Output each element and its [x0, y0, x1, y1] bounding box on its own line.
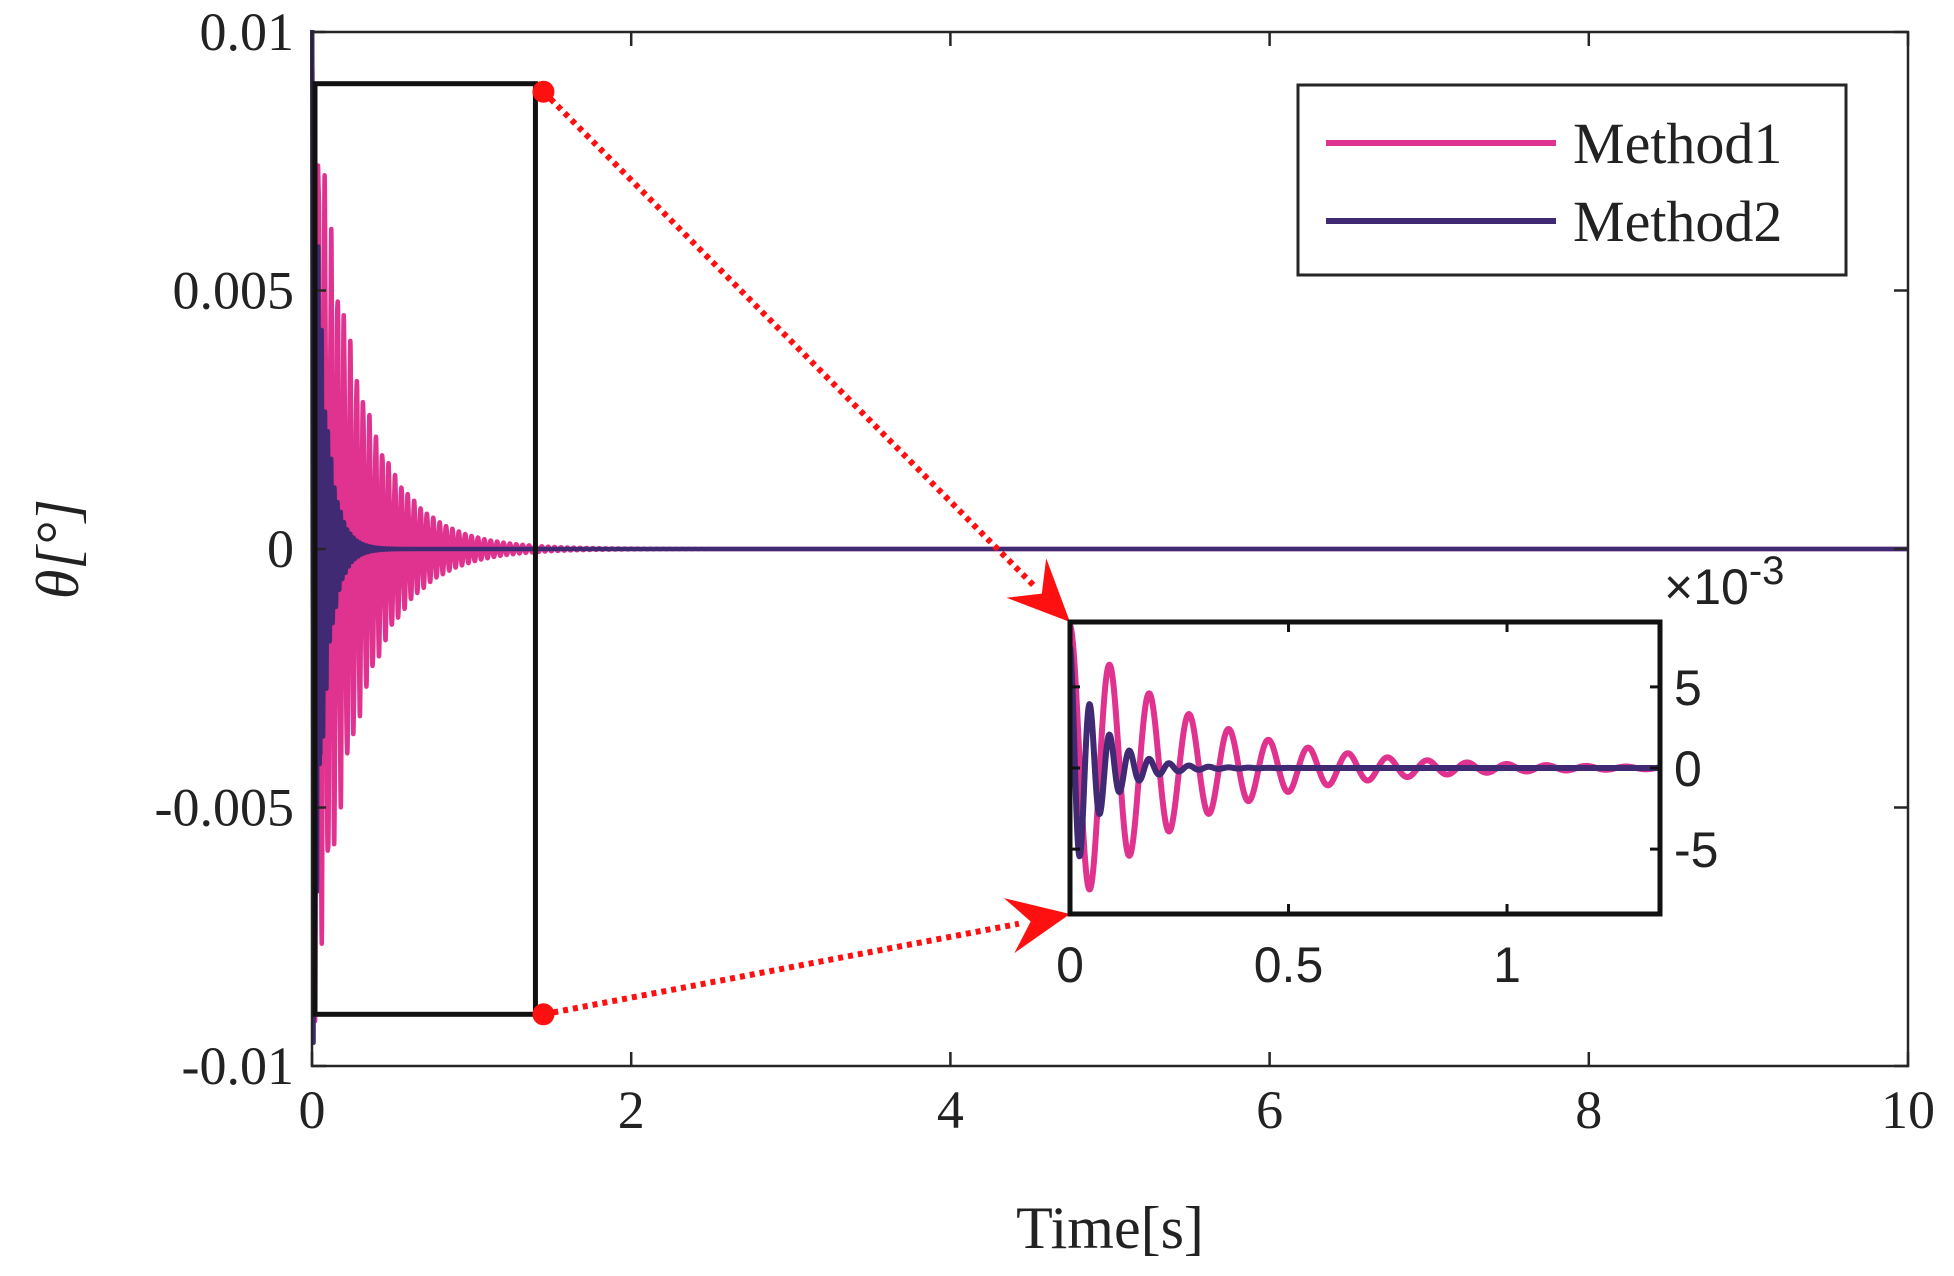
y-tick-label: -0.005: [155, 778, 294, 838]
legend: Method1 Method2: [1296, 83, 1848, 277]
legend-box: [1296, 83, 1848, 277]
legend-entry-method2: Method2: [1326, 189, 1782, 254]
inset-series-layer: [1070, 623, 1660, 893]
arrow-shaft: [541, 89, 1036, 588]
x-tick-label: 4: [937, 1080, 964, 1140]
y-tick-label: -0.01: [182, 1036, 294, 1096]
arrow-head: [1006, 558, 1070, 622]
x-tick-label: 0: [299, 1080, 326, 1140]
inset-x-tick-label: 1: [1493, 937, 1521, 993]
arrow-start-dot: [532, 1003, 555, 1026]
legend-label: Method1: [1573, 111, 1782, 176]
series-line-method2: [310, 30, 1910, 1046]
inset-exponent-label: ×10-3: [1664, 549, 1784, 615]
arrow-head: [1003, 898, 1070, 954]
inset-y-tick-label: 5: [1674, 660, 1702, 716]
inset-exponent-power: -3: [1749, 549, 1785, 593]
x-tick-label: 8: [1575, 1080, 1602, 1140]
x-tick-label: 2: [618, 1080, 645, 1140]
inset-series-line-method2: [1070, 645, 1660, 860]
inset-x-tick-label: 0: [1056, 937, 1084, 993]
y-tick-label: 0.01: [200, 2, 295, 62]
y-axis-label: θ[°]: [25, 499, 91, 599]
zoom-region-box: [312, 81, 538, 1017]
inset-chart: 0 0.5 1 5 0 -5 ×10-3: [1056, 549, 1784, 993]
x-axis-label: Time[s]: [1016, 1195, 1204, 1261]
zoom-annotation: [532, 80, 1070, 1026]
main-series-layer: [310, 30, 1910, 1046]
legend-entry-method1: Method1: [1326, 111, 1782, 176]
arrow-shaft: [542, 920, 1020, 1018]
inset-y-tick-label: 0: [1674, 741, 1702, 797]
legend-label: Method2: [1573, 189, 1782, 254]
x-tick-label: 10: [1881, 1080, 1935, 1140]
inset-y-tick-label: -5: [1674, 822, 1718, 878]
y-tick-label: 0.005: [173, 261, 295, 321]
inset-x-tick-label: 0.5: [1254, 937, 1324, 993]
y-tick-label: 0: [267, 519, 294, 579]
inset-exponent-base: ×10: [1664, 559, 1749, 615]
arrow-top: [532, 80, 1070, 622]
arrow-bottom: [532, 898, 1070, 1026]
x-tick-label: 6: [1256, 1080, 1283, 1140]
